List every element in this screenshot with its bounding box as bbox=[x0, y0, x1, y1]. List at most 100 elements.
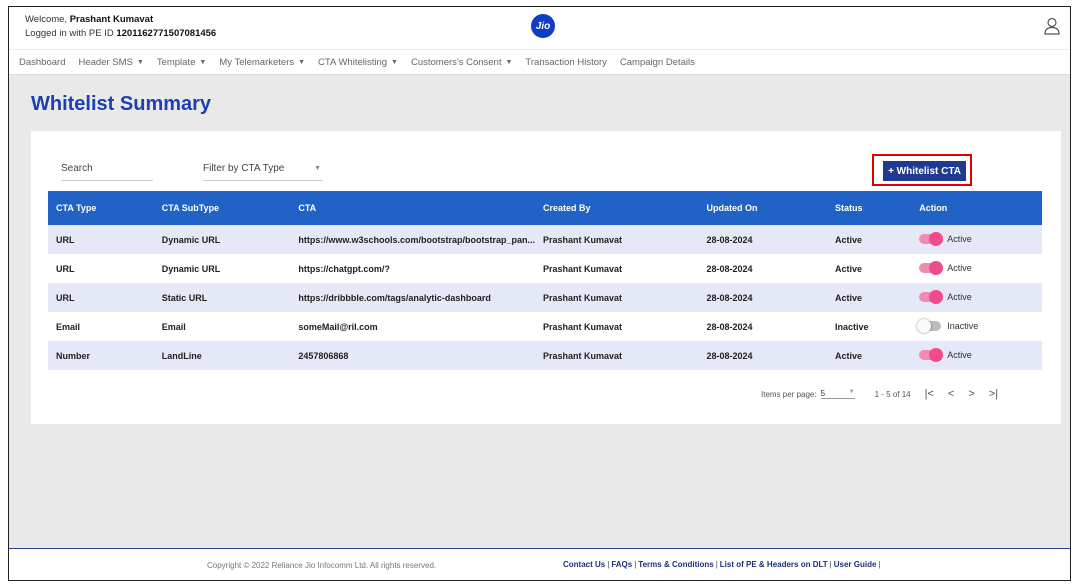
cell-cta: someMail@ril.com bbox=[290, 312, 536, 341]
nav-item-label: Header SMS bbox=[78, 56, 133, 68]
cell-action: Active bbox=[911, 254, 1042, 283]
column-header[interactable]: Updated On bbox=[698, 191, 828, 225]
column-header[interactable]: CTA Type bbox=[48, 191, 154, 225]
caret-down-icon: ▼ bbox=[136, 58, 144, 66]
highlight-box bbox=[872, 154, 972, 186]
nav-item-cta-whitelisting[interactable]: CTA Whitelisting ▼ bbox=[318, 57, 398, 68]
cell-status: Inactive bbox=[827, 312, 912, 341]
copyright-text: Copyright © 2022 Reliance Jio Infocomm L… bbox=[207, 561, 437, 570]
cell-type: URL bbox=[48, 254, 154, 283]
footer: Copyright © 2022 Reliance Jio Infocomm L… bbox=[9, 548, 1070, 580]
toggle-knob[interactable] bbox=[929, 289, 944, 304]
toggle-label: Inactive bbox=[947, 320, 979, 331]
app-window: Welcome, Prashant Kumavat Logged in with… bbox=[8, 6, 1071, 581]
last-page-button[interactable]: >| bbox=[988, 388, 999, 400]
paginator: Items per page: 5 ▼ 1 - 5 of 14 |< < > >… bbox=[761, 386, 1041, 402]
cell-action: Inactive bbox=[911, 312, 1042, 341]
toggle-knob[interactable] bbox=[929, 260, 944, 275]
whitelist-table: CTA Type CTA SubType CTA Created By Updated … bbox=[48, 191, 1042, 370]
nav-item-dashboard[interactable]: Dashboard bbox=[19, 57, 65, 68]
cell-cta: 2457806868 bbox=[290, 341, 536, 370]
column-header[interactable]: CTA bbox=[290, 191, 536, 225]
summary-card: Search Filter by CTA Type ▼ + Whitelist … bbox=[31, 131, 1061, 424]
cell-updated-on: 28-08-2024 bbox=[698, 254, 828, 283]
footer-link-user-guide[interactable]: User Guide bbox=[833, 560, 877, 569]
cell-subtype: Static URL bbox=[153, 283, 291, 312]
toggle-track[interactable] bbox=[919, 347, 944, 362]
footer-link-contact-us[interactable]: Contact Us bbox=[563, 560, 606, 569]
footer-link-list-of-pe-headers-on-dlt[interactable]: List of PE & Headers on DLT bbox=[719, 560, 828, 569]
status-toggle[interactable]: Active bbox=[919, 347, 972, 362]
table-row: Number LandLine 2457806868 Prashant Kumavat… bbox=[48, 341, 1042, 370]
nav-item-campaign-details[interactable]: Campaign Details bbox=[620, 57, 695, 68]
footer-link-terms-conditions[interactable]: Terms & Conditions bbox=[638, 560, 714, 569]
link-separator: | bbox=[607, 560, 610, 569]
items-per-page-select[interactable]: 5 ▼ bbox=[820, 389, 855, 399]
nav-item-customers-s-consent[interactable]: Customers's Consent ▼ bbox=[411, 57, 512, 68]
cell-cta: https://dribbble.com/tags/analytic-dashb… bbox=[290, 283, 536, 312]
page-title: Whitelist Summary bbox=[31, 93, 212, 115]
cell-created-by: Prashant Kumavat bbox=[535, 283, 699, 312]
nav-item-my-telemarketers[interactable]: My Telemarketers ▼ bbox=[219, 57, 305, 68]
toggle-label: Active bbox=[947, 291, 972, 302]
status-toggle[interactable]: Active bbox=[919, 289, 972, 304]
page-range: 1 - 5 of 14 bbox=[874, 389, 911, 399]
cell-subtype: LandLine bbox=[153, 341, 291, 370]
cell-subtype: Email bbox=[153, 312, 291, 341]
toggle-knob[interactable] bbox=[929, 347, 944, 362]
cell-status: Active bbox=[827, 341, 912, 370]
nav-item-label: Campaign Details bbox=[619, 56, 695, 68]
link-separator: | bbox=[878, 560, 881, 569]
search-input[interactable]: Search bbox=[61, 163, 153, 181]
cell-status: Active bbox=[827, 283, 912, 312]
whitelist-cta-button[interactable]: + Whitelist CTA bbox=[883, 161, 966, 181]
nav-item-transaction-history[interactable]: Transaction History bbox=[525, 57, 606, 68]
cell-cta: https://chatgpt.com/? bbox=[290, 254, 536, 283]
caret-down-icon: ▼ bbox=[314, 165, 321, 172]
cell-subtype: Dynamic URL bbox=[153, 254, 291, 283]
status-toggle[interactable]: Inactive bbox=[917, 318, 979, 333]
status-toggle[interactable]: Active bbox=[919, 231, 972, 246]
nav-item-label: CTA Whitelisting bbox=[318, 56, 388, 68]
cell-status: Active bbox=[827, 254, 912, 283]
column-header[interactable]: Status bbox=[827, 191, 912, 225]
cell-action: Active bbox=[911, 225, 1042, 254]
nav-item-template[interactable]: Template ▼ bbox=[157, 57, 207, 68]
user-name: Prashant Kumavat bbox=[69, 14, 154, 25]
first-page-button[interactable]: |< bbox=[924, 388, 934, 400]
items-per-page-label: Items per page: bbox=[761, 389, 817, 399]
next-page-button[interactable]: > bbox=[968, 388, 975, 400]
toggle-track[interactable] bbox=[917, 318, 942, 333]
caret-down-icon: ▼ bbox=[391, 58, 398, 66]
cta-type-filter[interactable]: Filter by CTA Type ▼ bbox=[203, 163, 323, 181]
prev-page-button[interactable]: < bbox=[947, 388, 955, 400]
toggle-track[interactable] bbox=[919, 231, 944, 246]
column-header[interactable]: Action bbox=[911, 191, 1042, 225]
jio-logo[interactable]: Jio bbox=[531, 14, 555, 38]
link-separator: | bbox=[634, 560, 637, 569]
column-header[interactable]: Created By bbox=[535, 191, 699, 225]
cell-updated-on: 28-08-2024 bbox=[698, 341, 828, 370]
link-separator: | bbox=[715, 560, 718, 569]
pe-id: 1201162771507081456 bbox=[116, 28, 217, 39]
footer-links: Contact Us | FAQs | Terms & Conditions | List … bbox=[563, 560, 883, 569]
toggle-knob[interactable] bbox=[929, 231, 944, 246]
nav-item-header-sms[interactable]: Header SMS ▼ bbox=[78, 57, 143, 68]
table-row: URL Static URL https://dribbble.com/tags/a… bbox=[48, 283, 1042, 312]
status-toggle[interactable]: Active bbox=[919, 260, 972, 275]
table-row: URL Dynamic URL https://chatgpt.com/? Prash… bbox=[48, 254, 1042, 283]
cell-created-by: Prashant Kumavat bbox=[535, 254, 699, 283]
main-nav: Dashboard Header SMS ▼ Template ▼ My Telemark… bbox=[9, 49, 1070, 75]
caret-down-icon: ▼ bbox=[505, 58, 513, 66]
cell-action: Active bbox=[911, 341, 1042, 370]
cell-updated-on: 28-08-2024 bbox=[698, 283, 828, 312]
footer-link-faqs[interactable]: FAQs bbox=[611, 560, 633, 569]
toggle-knob[interactable] bbox=[917, 318, 932, 333]
nav-item-label: Transaction History bbox=[525, 56, 607, 68]
cell-created-by: Prashant Kumavat bbox=[535, 312, 699, 341]
nav-item-label: Dashboard bbox=[19, 56, 66, 68]
toggle-track[interactable] bbox=[919, 289, 944, 304]
column-header[interactable]: CTA SubType bbox=[153, 191, 291, 225]
user-icon[interactable] bbox=[1044, 17, 1060, 35]
toggle-track[interactable] bbox=[919, 260, 944, 275]
